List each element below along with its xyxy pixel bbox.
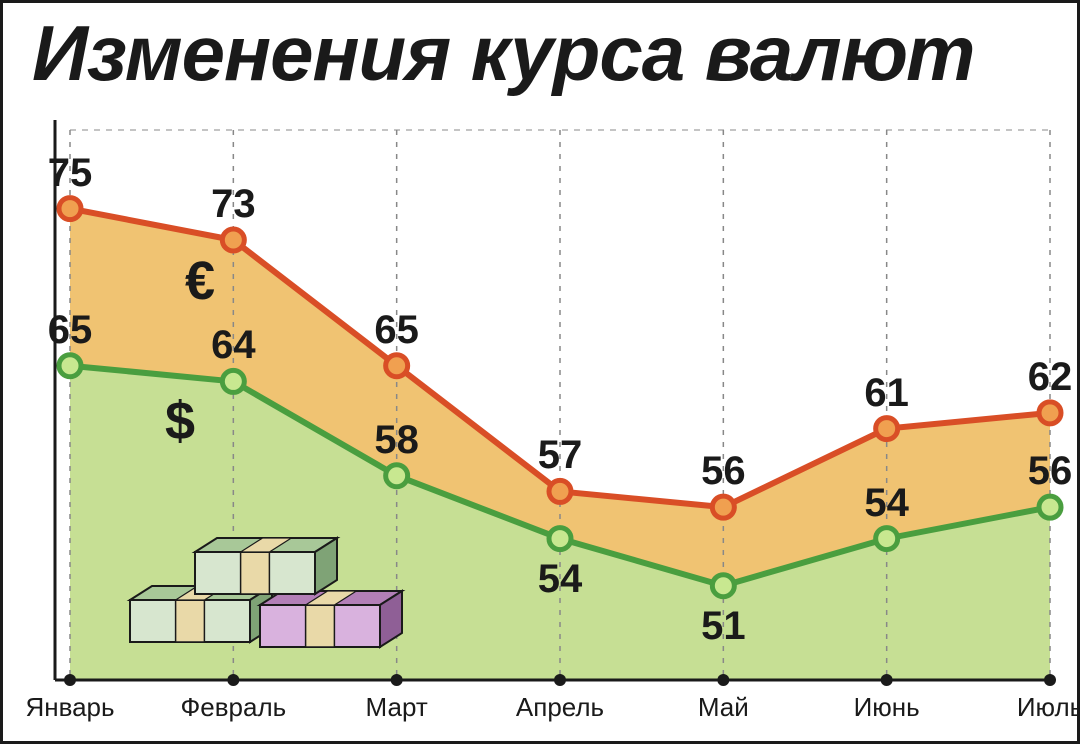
dollar-value-label: 56 bbox=[1028, 449, 1073, 494]
dollar-symbol: $ bbox=[165, 390, 195, 452]
dollar-value-label: 58 bbox=[374, 418, 419, 463]
euro-value-label: 57 bbox=[538, 433, 583, 478]
euro-value-label: 75 bbox=[48, 151, 93, 196]
month-label: Март bbox=[366, 692, 428, 723]
month-label: Июль bbox=[1017, 692, 1080, 723]
euro-value-label: 73 bbox=[211, 182, 256, 227]
month-label: Февраль bbox=[180, 692, 286, 723]
month-label: Май bbox=[698, 692, 749, 723]
dollar-value-label: 51 bbox=[701, 604, 746, 649]
euro-symbol: € bbox=[185, 250, 215, 312]
dollar-value-label: 54 bbox=[864, 481, 909, 526]
euro-value-label: 61 bbox=[864, 371, 909, 416]
month-label: Январь bbox=[25, 692, 114, 723]
month-label: Июнь bbox=[854, 692, 920, 723]
euro-value-label: 56 bbox=[701, 449, 746, 494]
month-label: Апрель bbox=[516, 692, 604, 723]
euro-value-label: 62 bbox=[1028, 355, 1073, 400]
dollar-value-label: 54 bbox=[538, 557, 583, 602]
euro-value-label: 65 bbox=[374, 308, 419, 353]
dollar-value-label: 64 bbox=[211, 323, 256, 368]
currency-chart bbox=[0, 0, 1080, 744]
dollar-value-label: 65 bbox=[48, 308, 93, 353]
